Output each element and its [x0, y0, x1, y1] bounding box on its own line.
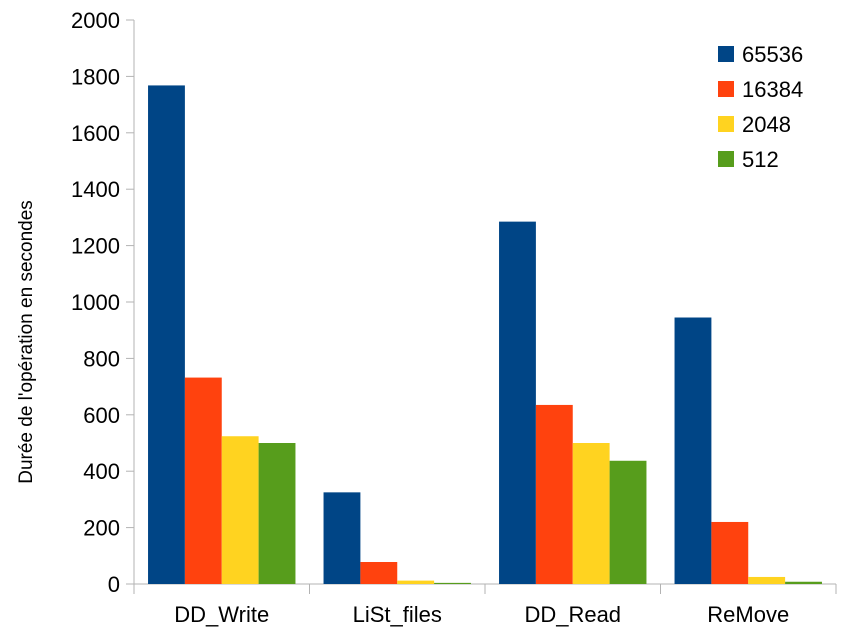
x-category-label: DD_Read	[524, 602, 621, 627]
legend-label: 2048	[742, 112, 791, 137]
bar-dd-read-512	[609, 460, 647, 584]
y-tick-label: 1800	[71, 64, 120, 89]
y-tick-label: 1200	[71, 234, 120, 259]
bar-remove-2048	[748, 576, 786, 584]
y-tick-labels: 0 200 400 600 800 1000 1200 1400 1600 1800 2000	[71, 8, 120, 597]
x-category-label: LiSt_files	[353, 602, 442, 627]
legend-swatch	[718, 46, 734, 62]
bar-remove-512	[785, 581, 822, 584]
legend-swatch	[718, 81, 734, 97]
bar-dd-write-512	[258, 443, 296, 584]
y-axis-label: Durée de l'opération en secondes	[16, 200, 37, 484]
legend-swatch	[718, 116, 734, 132]
y-tick-label: 600	[83, 403, 120, 428]
bar-dd-write-65536	[148, 85, 185, 584]
legend-label: 65536	[742, 42, 803, 67]
y-tick-label: 200	[83, 516, 120, 541]
legend-swatch	[718, 151, 734, 167]
legend: 65536 16384 2048 512	[718, 42, 803, 172]
y-tick-label: 400	[83, 459, 120, 484]
x-category-label: DD_Write	[174, 602, 269, 627]
x-category-label: ReMove	[707, 602, 789, 627]
bar-list-files-2048	[397, 580, 435, 584]
y-tick-label: 1000	[71, 290, 120, 315]
y-tick-label: 800	[83, 346, 120, 371]
bars	[148, 85, 822, 584]
legend-label: 16384	[742, 77, 803, 102]
y-tick-label: 1400	[71, 177, 120, 202]
bar-list-files-512	[434, 582, 471, 584]
bar-list-files-65536	[323, 492, 361, 584]
bar-dd-read-65536	[499, 221, 536, 584]
bar-list-files-16384	[360, 562, 398, 584]
bar-remove-16384	[711, 521, 749, 584]
bar-dd-read-16384	[535, 404, 573, 584]
y-tick-label: 0	[108, 572, 120, 597]
bar-dd-write-16384	[184, 377, 222, 584]
bar-dd-write-2048	[221, 436, 259, 584]
y-tick-label: 1600	[71, 121, 120, 146]
y-tick-label: 2000	[71, 8, 120, 33]
legend-label: 512	[742, 147, 779, 172]
x-category-labels: DD_Write LiSt_files DD_Read ReMove	[174, 602, 789, 627]
bar-remove-65536	[674, 317, 712, 584]
bar-dd-read-2048	[572, 443, 610, 584]
